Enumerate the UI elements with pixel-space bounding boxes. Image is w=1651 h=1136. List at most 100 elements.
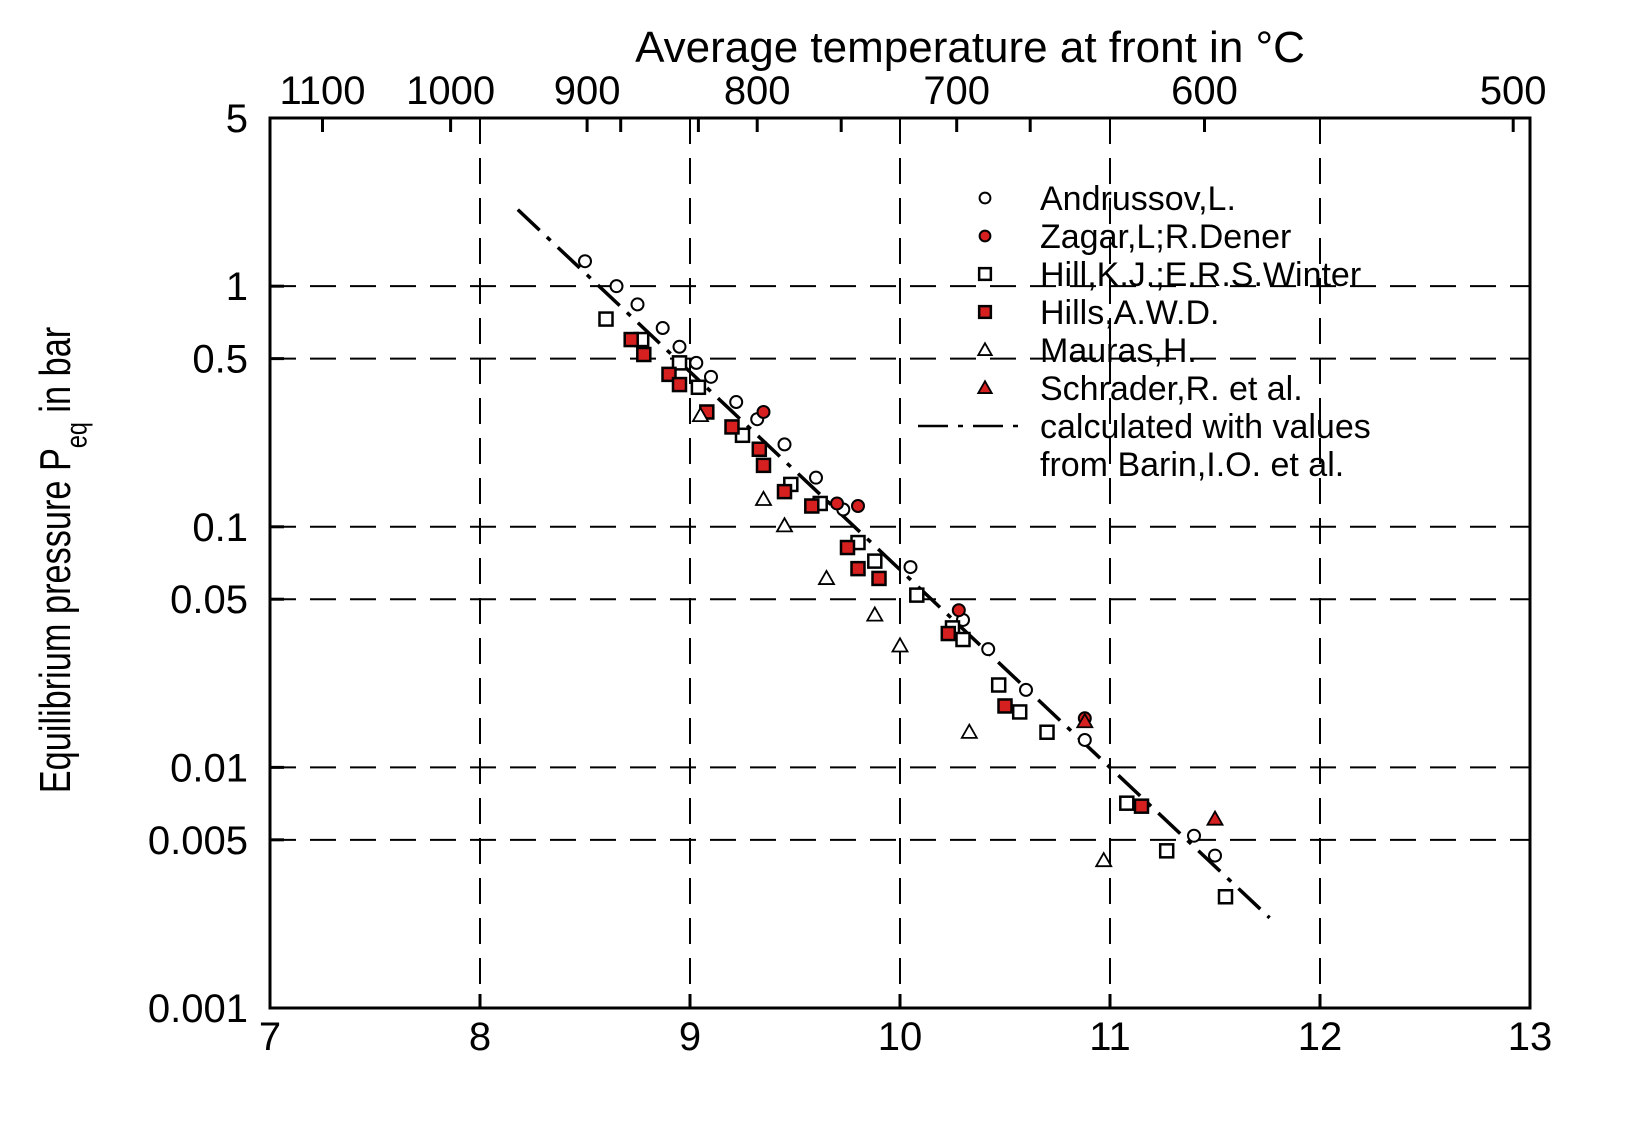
series-0-point-15 xyxy=(1019,682,1033,697)
series-0-point-2 xyxy=(630,297,645,312)
series-4-point-5 xyxy=(890,636,910,653)
series-3-point-3 xyxy=(671,376,688,393)
series-3-point-7 xyxy=(755,457,772,474)
series-0-point-17 xyxy=(1187,828,1201,843)
series-4-point-6 xyxy=(960,722,979,739)
top-tick-label-600: 600 xyxy=(1171,69,1238,113)
y-tick-label-5: 5 xyxy=(226,97,248,141)
x-tick-label-9: 9 xyxy=(679,1015,701,1059)
legend-marker-5 xyxy=(976,379,994,394)
series-2-point-17 xyxy=(1217,888,1234,905)
y-axis-label-main: Equilibrium pressure P xyxy=(31,448,80,793)
legend-label-3: Hills,A.W.D. xyxy=(1040,294,1219,332)
legend-marker-4 xyxy=(976,341,994,356)
series-2-point-3 xyxy=(690,379,707,396)
series-2-point-8 xyxy=(867,553,883,569)
legend-label-4: Mauras,H. xyxy=(1040,332,1197,370)
top-tick-label-800: 800 xyxy=(724,69,791,113)
y-tick-label-0.1: 0.1 xyxy=(192,506,248,550)
series-1-point-0 xyxy=(756,404,771,419)
series-3-point-5 xyxy=(724,419,740,435)
series-4-point-2 xyxy=(775,516,794,533)
legend-label-0: Andrussov,L. xyxy=(1040,180,1236,218)
data-points xyxy=(578,254,1234,905)
legend-label-6: calculated with values xyxy=(1040,408,1371,446)
series-2-point-0 xyxy=(598,311,614,327)
x-tick-label-8: 8 xyxy=(469,1015,491,1059)
series-0-point-14 xyxy=(981,642,996,657)
series-3-point-11 xyxy=(850,560,866,577)
series-1-point-3 xyxy=(951,603,966,618)
series-2-point-14 xyxy=(1039,724,1055,740)
y-tick-label-0.5: 0.5 xyxy=(192,338,248,382)
legend: Andrussov,L.Zagar,L;R.DenerHill,K.J.;E.R… xyxy=(918,180,1371,484)
series-3-point-6 xyxy=(751,441,768,458)
series-2-point-9 xyxy=(909,587,925,603)
series-0-point-9 xyxy=(777,437,792,452)
series-2-point-13 xyxy=(1011,704,1028,720)
series-1-point-1 xyxy=(830,496,844,511)
series-2-point-16 xyxy=(1158,843,1175,859)
series-4-point-3 xyxy=(817,569,836,585)
legend-label-1: Zagar,L;R.Dener xyxy=(1040,218,1291,256)
series-0-point-0 xyxy=(578,254,592,269)
legend-marker-1 xyxy=(978,229,992,243)
top-axis-title: Average temperature at front in °C xyxy=(635,23,1305,72)
x-tick-label-10: 10 xyxy=(878,1015,923,1059)
legend-label-5: Schrader,R. et al. xyxy=(1040,370,1303,408)
top-tick-label-900: 900 xyxy=(554,69,621,113)
series-0-point-12 xyxy=(903,560,918,575)
y-tick-label-0.001: 0.001 xyxy=(148,987,248,1031)
x-tick-label-11: 11 xyxy=(1089,1015,1131,1059)
top-tick-label-500: 500 xyxy=(1480,69,1547,113)
series-5-point-0 xyxy=(1075,712,1094,729)
y-axis-label-sub: eq xyxy=(60,422,93,448)
series-0-point-16 xyxy=(1077,732,1092,747)
series-4-point-7 xyxy=(1094,851,1113,868)
x-tick-label-7: 7 xyxy=(259,1015,281,1059)
y-axis-label: Equilibrium pressure Peq in bar xyxy=(31,327,93,793)
series-3-point-13 xyxy=(940,625,957,642)
series-2-point-12 xyxy=(990,677,1007,693)
series-2-point-15 xyxy=(1119,795,1135,811)
legend-label-2: Hill,K.J.;E.R.S.Winter xyxy=(1040,256,1361,294)
series-4-point-0 xyxy=(691,406,710,423)
series-3-point-1 xyxy=(636,346,652,363)
series-3-point-0 xyxy=(623,331,639,348)
series-4-point-4 xyxy=(865,605,884,622)
series-4-point-1 xyxy=(754,490,773,506)
fit-line xyxy=(516,208,1271,920)
legend-label-7: from Barin,I.O. et al. xyxy=(1040,446,1344,484)
series-2-point-2 xyxy=(671,355,688,371)
y-tick-label-0.05: 0.05 xyxy=(170,578,248,622)
series-0-point-10 xyxy=(809,470,823,485)
y-tick-label-0.005: 0.005 xyxy=(148,819,248,863)
x-tick-label-13: 13 xyxy=(1508,1015,1553,1059)
fit-line-group xyxy=(516,208,1271,920)
grid-lines xyxy=(270,118,1530,1008)
series-3-point-15 xyxy=(1133,798,1150,814)
series-0-point-6 xyxy=(704,369,718,384)
legend-marker-0 xyxy=(978,191,992,205)
series-0-point-18 xyxy=(1208,848,1222,863)
y-axis-label-tail: in bar xyxy=(31,327,80,422)
x-tick-label-12: 12 xyxy=(1298,1015,1343,1059)
series-3-point-12 xyxy=(871,570,887,587)
y-tick-label-0.01: 0.01 xyxy=(170,746,248,790)
series-3-point-9 xyxy=(804,498,820,514)
top-tick-label-1100: 1100 xyxy=(279,69,365,113)
series-1-point-2 xyxy=(851,499,865,514)
series-0-point-4 xyxy=(672,339,687,354)
series-0-point-3 xyxy=(655,321,670,336)
series-3-point-14 xyxy=(997,698,1013,714)
top-tick-label-1000: 1000 xyxy=(406,69,495,113)
series-0-point-5 xyxy=(689,355,704,370)
series-0-point-7 xyxy=(729,395,744,410)
y-tick-label-1: 1 xyxy=(226,265,248,309)
top-tick-label-700: 700 xyxy=(923,69,990,113)
axis-ticks: 7 8 9 10 11 12 13 0.001 0.005 0.01 0.05 0.1 0.5 1 5 110… xyxy=(148,69,1552,1059)
series-2-point-11 xyxy=(955,631,971,648)
series-5-point-1 xyxy=(1205,809,1225,826)
legend-marker-2 xyxy=(977,266,993,282)
